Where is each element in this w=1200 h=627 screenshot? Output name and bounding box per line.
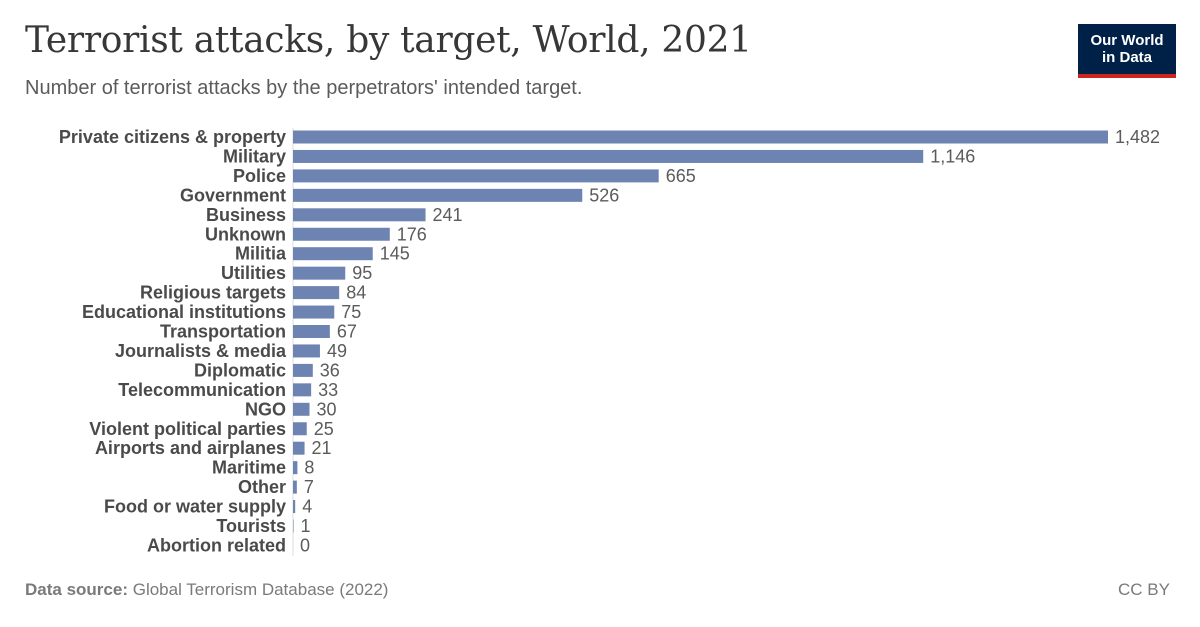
value-label: 75 (341, 302, 361, 322)
bar[interactable] (293, 188, 583, 202)
bar[interactable] (293, 461, 298, 475)
bar[interactable] (293, 325, 330, 338)
value-label: 1 (301, 516, 311, 536)
value-label: 49 (327, 341, 347, 361)
bar[interactable] (293, 441, 305, 455)
category-label: Military (223, 146, 286, 166)
category-label: Unknown (205, 224, 286, 244)
value-label: 526 (589, 185, 619, 205)
bar[interactable] (293, 208, 426, 222)
logo-line-2: in Data (1101, 49, 1152, 66)
value-label: 8 (304, 458, 314, 478)
license-link[interactable]: CC BY (1118, 580, 1170, 599)
bar[interactable] (293, 130, 1108, 144)
bar[interactable] (293, 305, 335, 319)
bar[interactable] (293, 344, 320, 358)
value-label: 67 (337, 322, 357, 342)
category-label: Militia (235, 244, 287, 264)
value-label: 95 (352, 263, 372, 283)
category-label: Religious targets (140, 283, 286, 303)
category-label: Journalists & media (115, 341, 287, 361)
category-label: Airports and airplanes (95, 438, 286, 458)
bar[interactable] (293, 247, 373, 261)
value-label: 30 (316, 399, 336, 419)
category-label: NGO (245, 399, 286, 419)
value-label: 665 (666, 166, 696, 186)
bar[interactable] (293, 500, 296, 514)
chart-title: Terrorist attacks, by target, World, 202… (25, 20, 752, 61)
bar[interactable] (293, 519, 294, 533)
value-label: 1,482 (1115, 127, 1160, 147)
value-label: 4 (302, 497, 312, 517)
bar[interactable] (293, 169, 659, 183)
category-label: Educational institutions (82, 302, 286, 322)
value-label: 241 (433, 205, 463, 225)
data-source: Data source: Global Terrorism Database (… (25, 580, 388, 600)
category-label: Abortion related (147, 535, 286, 555)
bar[interactable] (293, 422, 307, 436)
category-label: Maritime (212, 458, 286, 478)
value-label: 7 (304, 477, 314, 497)
category-label: Police (233, 166, 286, 186)
bar[interactable] (293, 402, 310, 416)
category-label: Telecommunication (118, 380, 286, 400)
bar[interactable] (293, 149, 924, 163)
category-label: Government (180, 185, 286, 205)
category-label: Business (206, 205, 286, 225)
logo-line-1: Our World (1090, 32, 1164, 49)
category-label: Tourists (216, 516, 286, 536)
value-label: 84 (346, 283, 366, 303)
source-label: Data source: (25, 580, 128, 599)
category-label: Other (238, 477, 286, 497)
source-text[interactable]: Global Terrorism Database (2022) (132, 580, 389, 599)
bar[interactable] (293, 227, 390, 241)
value-label: 0 (300, 535, 310, 555)
value-label: 25 (314, 419, 334, 439)
value-label: 36 (320, 360, 340, 380)
bar[interactable] (293, 266, 346, 280)
bar[interactable] (293, 286, 340, 300)
category-label: Food or water supply (104, 497, 286, 517)
bar[interactable] (293, 480, 297, 494)
value-label: 21 (312, 438, 332, 458)
bars: Private citizens & property 1,482 Military… (59, 127, 1160, 555)
category-label: Violent political parties (89, 419, 286, 439)
value-label: 145 (380, 244, 410, 264)
bar[interactable] (293, 383, 312, 397)
category-label: Transportation (160, 322, 286, 342)
owid-logo[interactable]: Our World in Data (1078, 24, 1176, 78)
category-label: Utilities (221, 263, 286, 283)
bar[interactable] (293, 363, 313, 377)
category-label: Diplomatic (194, 360, 286, 380)
value-label: 176 (397, 224, 427, 244)
chart-subtitle: Number of terrorist attacks by the perpe… (25, 77, 583, 99)
category-label: Private citizens & property (59, 127, 286, 147)
value-label: 33 (318, 380, 338, 400)
value-label: 1,146 (930, 146, 975, 166)
